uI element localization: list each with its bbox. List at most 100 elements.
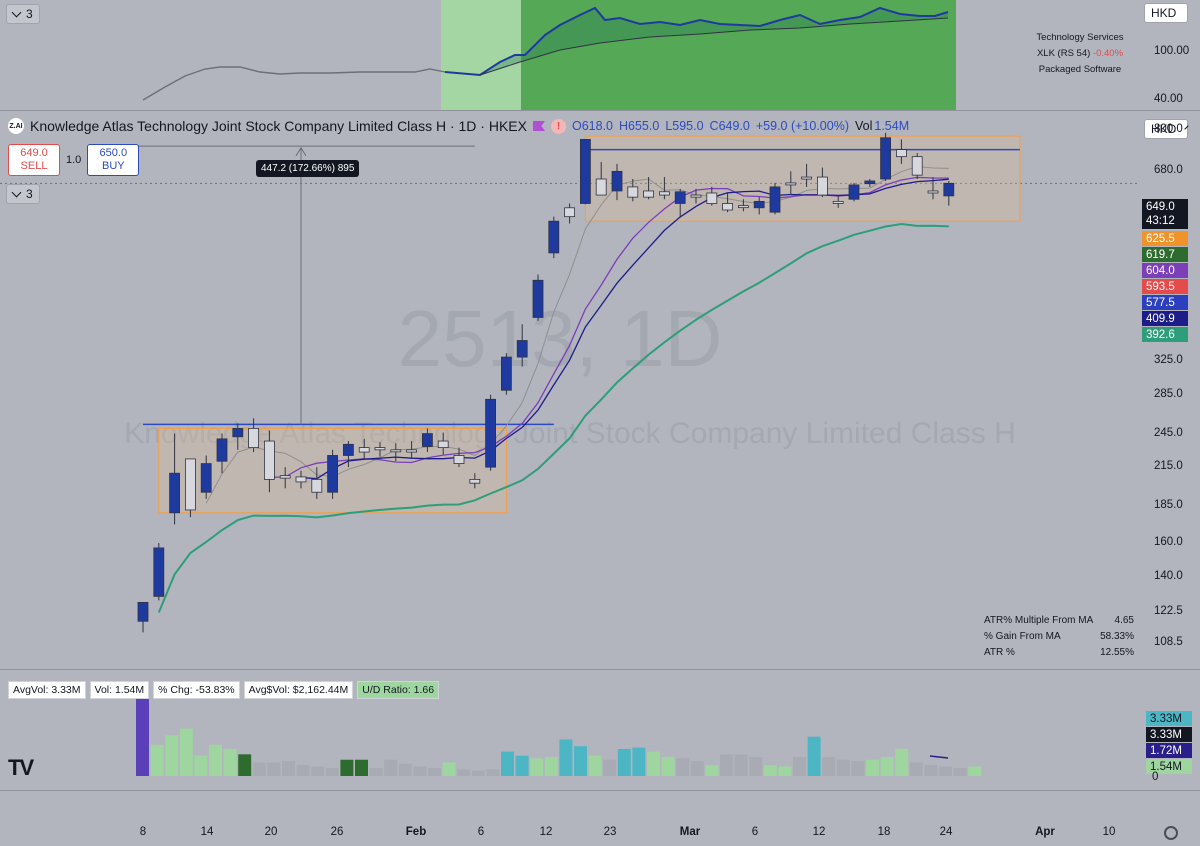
- tradingview-logo-icon[interactable]: TV: [8, 755, 34, 780]
- price-badge: 409.9: [1142, 311, 1188, 326]
- candle-body: [643, 190, 654, 198]
- volume-bar: [486, 769, 500, 776]
- volume-bar: [398, 763, 412, 776]
- price-tick: 160.0: [1154, 536, 1183, 549]
- sell-label: SELL: [20, 160, 48, 172]
- measure-label: 447.2 (172.66%) 895: [256, 160, 360, 177]
- candle-body: [769, 186, 781, 213]
- price-badge: 649.0 43:12: [1142, 199, 1188, 229]
- countdown-value: 43:12: [1146, 215, 1175, 227]
- price-tick: 185.0: [1154, 498, 1183, 511]
- candle-body: [485, 398, 497, 468]
- volume-stats: AvgVol: 3.33M Vol: 1.54M % Chg: -53.83% …: [8, 681, 440, 699]
- volume-value: 1.54M: [874, 119, 910, 133]
- price-badge-value: 593.5: [1146, 280, 1175, 293]
- volume-bar: [471, 770, 485, 776]
- volume-bar: [749, 757, 763, 776]
- volume-bar: [588, 755, 602, 776]
- volume-badge: 3.33M: [1146, 711, 1192, 726]
- sell-button[interactable]: 649.0 SELL: [8, 144, 60, 176]
- candle-body: [516, 340, 528, 358]
- volume-bar: [369, 767, 383, 776]
- volume-bar: [501, 751, 514, 776]
- candle-body: [611, 170, 623, 192]
- alert-icon[interactable]: !: [550, 118, 566, 134]
- flag-icon[interactable]: [532, 121, 545, 131]
- candle-body: [943, 182, 955, 197]
- volume-bar: [384, 759, 398, 776]
- candle-body: [674, 191, 686, 204]
- volume-bar: [836, 759, 850, 776]
- price-tick: 108.5: [1154, 635, 1183, 648]
- avg-dollar-vol: Avg$Vol: $2,162.44M: [243, 681, 354, 699]
- symbol-title[interactable]: Knowledge Atlas Technology Joint Stock C…: [30, 118, 527, 134]
- volume-bar: [647, 751, 660, 776]
- volume-bar: [223, 748, 237, 776]
- volume-bar: [661, 757, 675, 776]
- volume-bar: [559, 739, 573, 776]
- candle-body: [580, 138, 591, 204]
- volume-bar: [428, 767, 441, 776]
- candle-body: [453, 455, 465, 464]
- logo-text: Z.AI: [9, 122, 23, 130]
- candle-body: [169, 472, 181, 514]
- pct-change: % Chg: -53.83%: [153, 681, 240, 699]
- atr-row: ATR% Multiple From MA 4.65: [984, 612, 1134, 628]
- volume-ma-line: [929, 755, 949, 759]
- rs-info: Technology Services XLK (RS 54) -0.40% P…: [1030, 30, 1130, 78]
- volume-bar: [194, 755, 208, 776]
- candle-body: [184, 458, 196, 511]
- volume-bar: [355, 759, 368, 776]
- candle-body: [532, 279, 544, 318]
- price-tick: 680.0: [1154, 164, 1183, 177]
- atr-value: 12.55%: [1100, 646, 1134, 658]
- ma-navy-line: [300, 178, 949, 480]
- rs-tick: 40.00: [1154, 93, 1183, 105]
- candle-body: [722, 203, 733, 211]
- price-badge: 604.0: [1142, 263, 1188, 278]
- time-tick: 26: [330, 826, 344, 838]
- currency-dropdown[interactable]: HKD: [1144, 119, 1189, 139]
- volume-bar: [457, 769, 471, 776]
- rs-pane-collapse-button[interactable]: 3: [6, 4, 40, 24]
- price-tick: 325.0: [1154, 354, 1183, 366]
- pane-separator: [0, 669, 1200, 670]
- time-tick: 12: [539, 826, 553, 838]
- atr-label: ATR %: [984, 646, 1015, 658]
- rs-blue-line: [444, 6, 949, 77]
- time-tick: 12: [812, 826, 826, 838]
- main-pane-collapse-button[interactable]: 3: [6, 184, 40, 204]
- volume-badge: 3.33M: [1146, 727, 1192, 742]
- rs-chart: [142, 0, 956, 110]
- volume-bar: [267, 762, 281, 776]
- volume-bar: [296, 765, 310, 776]
- sector-label: Technology Services: [1036, 32, 1124, 43]
- high-value: H655.0: [619, 119, 660, 133]
- volume-bar: [720, 754, 733, 776]
- buy-label: BUY: [101, 160, 125, 172]
- time-tick: Feb: [405, 826, 427, 838]
- rs-highlight-light: [441, 0, 521, 110]
- volume-bar: [807, 736, 821, 776]
- time-tick: Mar: [679, 826, 701, 838]
- volume-bar: [165, 735, 179, 776]
- buy-button[interactable]: 650.0 BUY: [87, 144, 140, 176]
- volume-bar: [603, 759, 617, 776]
- rs-area: [445, 8, 948, 75]
- rs-pane-count: 3: [26, 7, 33, 21]
- rs-change: -0.40%: [1092, 48, 1124, 59]
- volume-bar: [676, 758, 690, 776]
- volume-chart: [136, 692, 982, 776]
- price-badge-value: 604.0: [1146, 264, 1175, 277]
- main-pane-count: 3: [26, 187, 33, 201]
- pane-separator: [0, 110, 1200, 111]
- volume-bar: [340, 759, 354, 776]
- volume-bar: [909, 762, 923, 776]
- price-badge: 619.7: [1142, 247, 1188, 262]
- candle-body: [279, 475, 291, 479]
- settings-gear-icon[interactable]: [1164, 826, 1178, 840]
- candle-body: [738, 205, 749, 209]
- rs-currency-button[interactable]: HKD: [1144, 3, 1188, 23]
- volume-bar: [705, 765, 719, 776]
